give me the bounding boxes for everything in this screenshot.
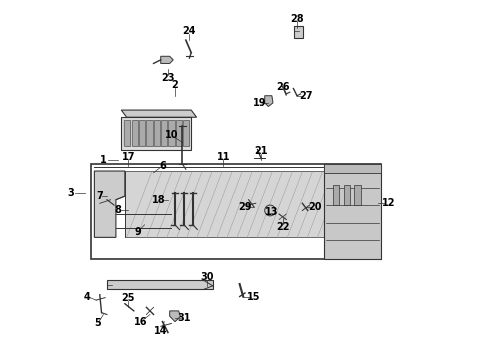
Text: 21: 21 [254,146,268,156]
Text: 16: 16 [134,317,148,327]
Text: 1: 1 [100,155,107,165]
Polygon shape [125,171,324,237]
Text: 19: 19 [252,98,266,108]
Polygon shape [161,56,173,63]
Bar [139,120,145,146]
Text: 4: 4 [84,292,91,302]
Text: 24: 24 [183,26,196,36]
Text: 5: 5 [95,319,101,328]
Text: 10: 10 [165,130,178,140]
Text: 14: 14 [154,325,168,336]
Bar [294,26,303,39]
Text: 30: 30 [200,272,214,282]
Polygon shape [265,96,273,107]
Polygon shape [122,117,191,149]
Text: 25: 25 [122,293,135,303]
Bar [169,120,174,146]
Bar [333,185,339,205]
Text: 6: 6 [159,161,166,171]
Text: 15: 15 [247,292,261,302]
Text: 2: 2 [172,80,178,90]
Text: 11: 11 [217,152,230,162]
Text: 23: 23 [161,73,174,83]
Bar [91,164,381,259]
Bar [343,185,350,205]
Bar [131,120,138,146]
Bar [324,164,381,173]
Text: 3: 3 [68,188,74,198]
Text: 18: 18 [152,195,166,205]
Text: 29: 29 [238,202,252,212]
Bar [183,120,190,146]
Text: 31: 31 [177,313,191,323]
Text: 8: 8 [114,206,121,216]
Text: 22: 22 [276,222,290,231]
Polygon shape [170,311,180,321]
Bar [154,120,160,146]
Text: 9: 9 [134,227,141,237]
Polygon shape [324,164,381,259]
Circle shape [265,205,275,216]
Bar [124,120,130,146]
Text: 20: 20 [308,202,321,212]
Text: 13: 13 [265,207,279,217]
Bar [176,120,182,146]
Polygon shape [107,280,213,289]
Text: 7: 7 [97,191,103,201]
Bar [146,120,152,146]
Polygon shape [95,171,125,237]
Text: 27: 27 [299,91,313,101]
Bar [354,185,361,205]
Text: 17: 17 [122,152,135,162]
Polygon shape [122,110,196,117]
Text: 12: 12 [382,198,395,208]
Text: 26: 26 [276,82,290,92]
Text: 28: 28 [290,14,304,24]
Bar [161,120,167,146]
